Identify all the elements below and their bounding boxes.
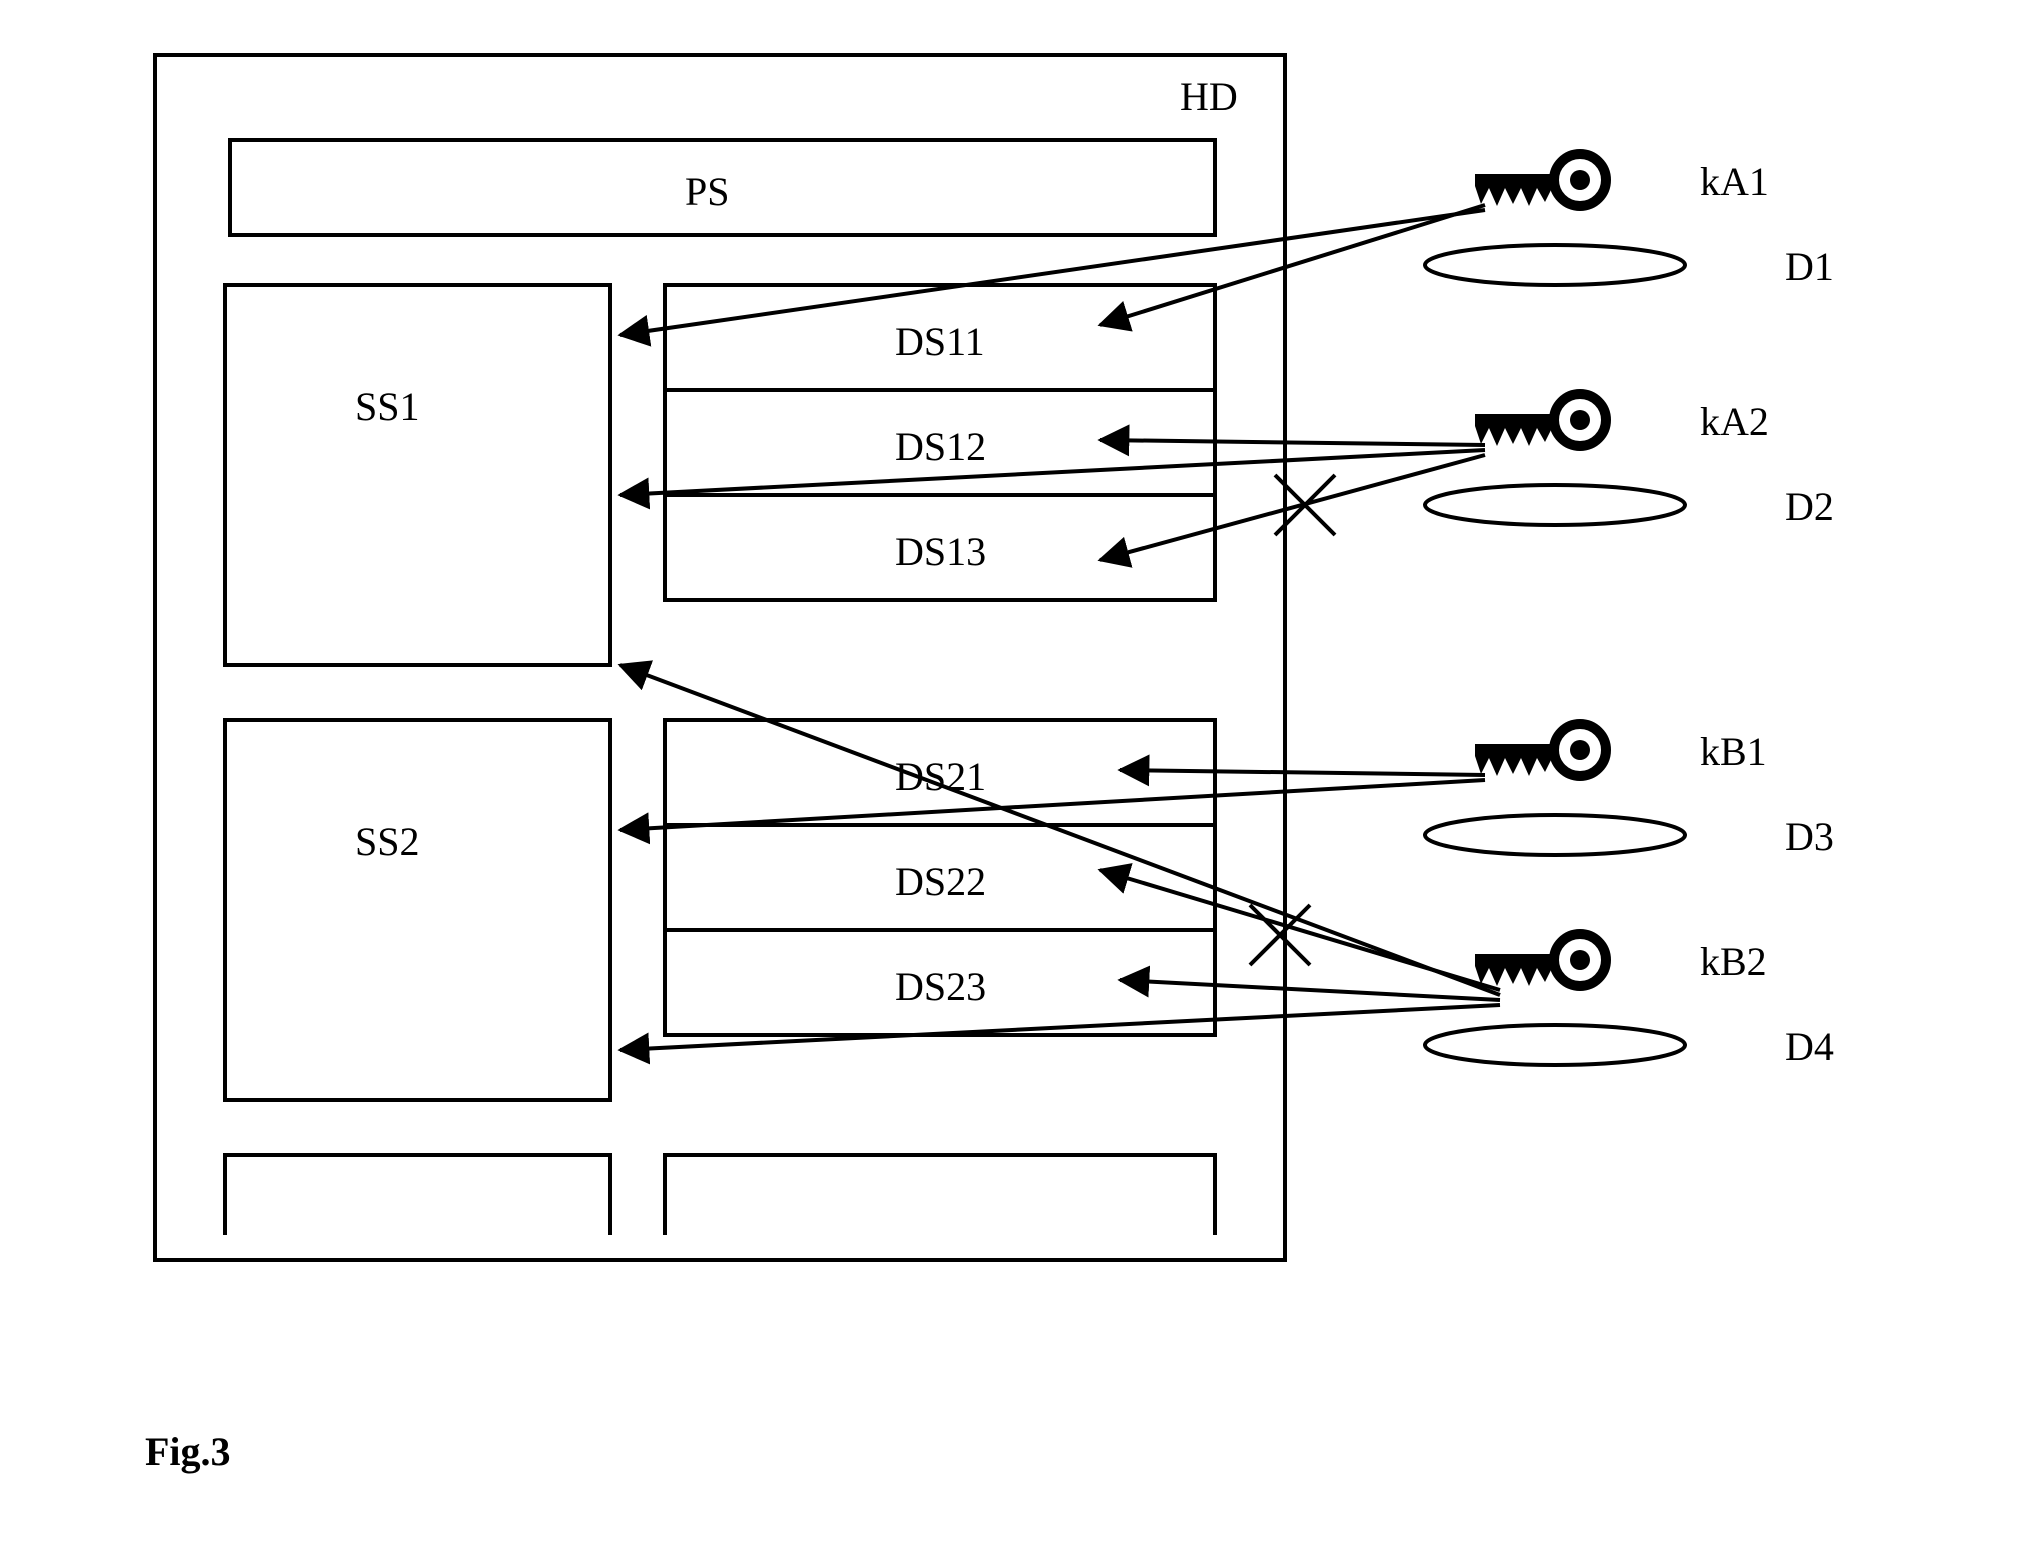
ds-label: DS23 bbox=[895, 964, 986, 1009]
kA1-label: kA1 bbox=[1700, 159, 1769, 204]
hd-label: HD bbox=[1180, 74, 1238, 119]
D1-ellipse bbox=[1425, 245, 1685, 285]
D4-label: D4 bbox=[1785, 1024, 1834, 1069]
arrow-kA1-to-SS1 bbox=[620, 210, 1485, 335]
ss2-box bbox=[225, 720, 610, 1100]
D3-label: D3 bbox=[1785, 814, 1834, 859]
kA1-icon bbox=[1475, 154, 1606, 206]
arrow-kB2-to-SS1 bbox=[620, 665, 1500, 995]
ds-label: DS13 bbox=[895, 529, 986, 574]
kA2-icon bbox=[1475, 394, 1606, 446]
ds-label: DS12 bbox=[895, 424, 986, 469]
arrow-kB1-to-DS21 bbox=[1120, 770, 1485, 775]
ds-label: DS21 bbox=[895, 754, 986, 799]
bottom-left-box bbox=[225, 1155, 610, 1235]
arrow-kB2-to-SS2 bbox=[620, 1005, 1500, 1050]
D4-ellipse bbox=[1425, 1025, 1685, 1065]
ps-label: PS bbox=[685, 169, 730, 214]
ss2-label: SS2 bbox=[355, 819, 420, 864]
kB2-icon bbox=[1475, 934, 1606, 986]
figure-caption: Fig.3 bbox=[145, 1429, 231, 1474]
ss1-box bbox=[225, 285, 610, 665]
kB1-label: kB1 bbox=[1700, 729, 1767, 774]
D3-ellipse bbox=[1425, 815, 1685, 855]
kB2-label: kB2 bbox=[1700, 939, 1767, 984]
arrow-kB2-to-DS23 bbox=[1120, 980, 1500, 1000]
ds-label: DS11 bbox=[895, 319, 985, 364]
D1-label: D1 bbox=[1785, 244, 1834, 289]
arrow-kA1-to-DS11 bbox=[1100, 205, 1485, 325]
ds-label: DS22 bbox=[895, 859, 986, 904]
kA2-label: kA2 bbox=[1700, 399, 1769, 444]
ss1-label: SS1 bbox=[355, 384, 420, 429]
arrow-kB1-to-SS2 bbox=[620, 780, 1485, 830]
arrow-kA2-to-SS1 bbox=[620, 450, 1485, 495]
D2-ellipse bbox=[1425, 485, 1685, 525]
bottom-right-box bbox=[665, 1155, 1215, 1235]
kB1-icon bbox=[1475, 724, 1606, 776]
D2-label: D2 bbox=[1785, 484, 1834, 529]
arrow-kA2-to-DS12 bbox=[1100, 440, 1485, 445]
